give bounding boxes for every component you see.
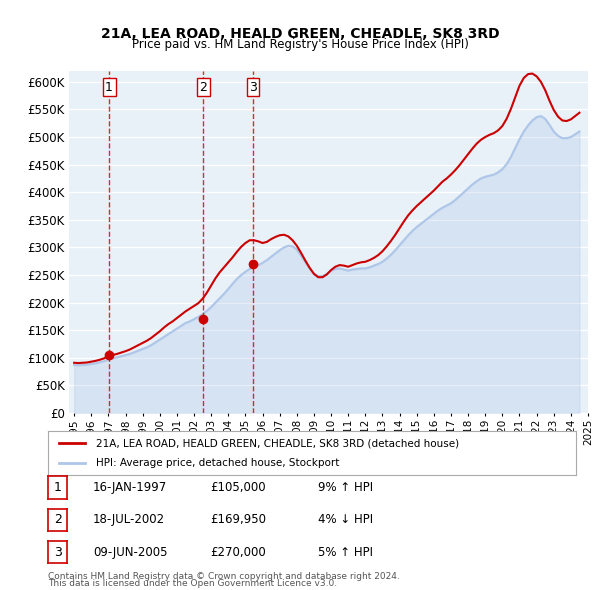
Text: £270,000: £270,000: [210, 546, 266, 559]
Text: 5% ↑ HPI: 5% ↑ HPI: [318, 546, 373, 559]
Text: 3: 3: [249, 81, 257, 94]
Text: 2: 2: [53, 513, 62, 526]
Text: 1: 1: [105, 81, 113, 94]
Text: £169,950: £169,950: [210, 513, 266, 526]
Text: 3: 3: [53, 546, 62, 559]
Text: HPI: Average price, detached house, Stockport: HPI: Average price, detached house, Stoc…: [95, 458, 339, 467]
Text: 21A, LEA ROAD, HEALD GREEN, CHEADLE, SK8 3RD (detached house): 21A, LEA ROAD, HEALD GREEN, CHEADLE, SK8…: [95, 438, 458, 448]
Text: 2: 2: [199, 81, 207, 94]
Text: 4% ↓ HPI: 4% ↓ HPI: [318, 513, 373, 526]
Text: 16-JAN-1997: 16-JAN-1997: [93, 481, 167, 494]
Text: 21A, LEA ROAD, HEALD GREEN, CHEADLE, SK8 3RD: 21A, LEA ROAD, HEALD GREEN, CHEADLE, SK8…: [101, 27, 499, 41]
Text: 18-JUL-2002: 18-JUL-2002: [93, 513, 165, 526]
Text: £105,000: £105,000: [210, 481, 266, 494]
Text: 09-JUN-2005: 09-JUN-2005: [93, 546, 167, 559]
Text: 1: 1: [53, 481, 62, 494]
Text: 9% ↑ HPI: 9% ↑ HPI: [318, 481, 373, 494]
Text: This data is licensed under the Open Government Licence v3.0.: This data is licensed under the Open Gov…: [48, 579, 337, 588]
Text: Price paid vs. HM Land Registry's House Price Index (HPI): Price paid vs. HM Land Registry's House …: [131, 38, 469, 51]
Text: Contains HM Land Registry data © Crown copyright and database right 2024.: Contains HM Land Registry data © Crown c…: [48, 572, 400, 581]
